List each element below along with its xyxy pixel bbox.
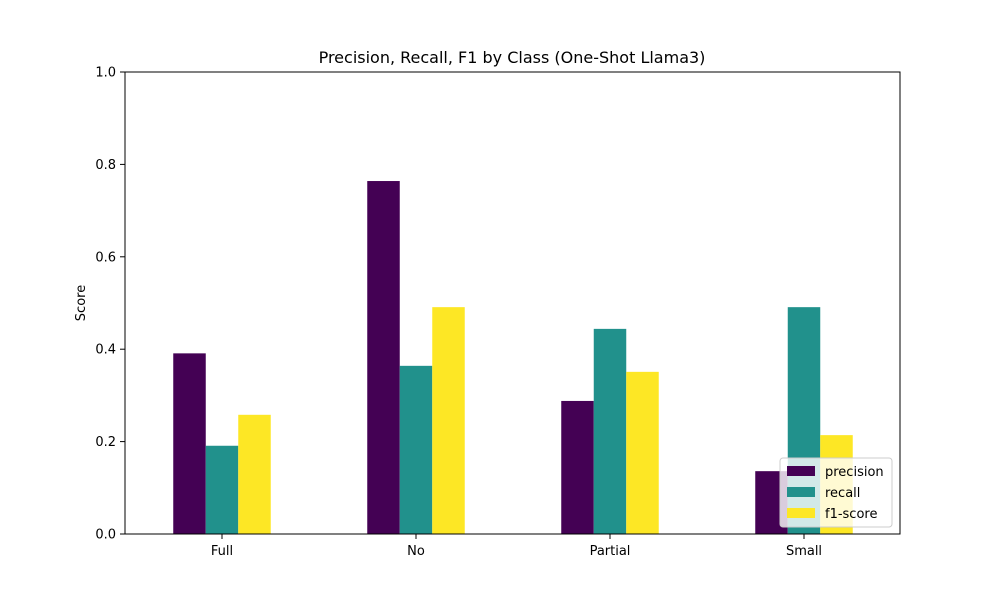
bar-recall-no [399, 365, 433, 534]
bars-layer [173, 181, 853, 535]
x-axis: Full No Partial Small [211, 534, 822, 559]
legend-label-f1-score: f1-score [825, 507, 877, 522]
y-tick-label: 0.8 [95, 158, 116, 173]
y-tick-label: 0.0 [95, 528, 116, 543]
legend: precision recall f1-score [779, 457, 893, 528]
bar-recall-full [205, 445, 239, 534]
y-tick-label: 0.2 [95, 435, 116, 450]
chart-title: Precision, Recall, F1 by Class (One-Shot… [319, 48, 706, 67]
bar-f1-score-full [238, 414, 271, 534]
bar-f1-score-no [432, 307, 465, 534]
y-tick-label: 0.6 [95, 250, 116, 265]
bar-f1-score-partial [626, 371, 659, 534]
y-tick-label: 0.4 [95, 343, 116, 358]
bar-precision-partial [561, 400, 594, 534]
x-tick-label-no: No [407, 544, 425, 559]
x-tick-label-full: Full [211, 544, 233, 559]
legend-swatch-precision [787, 466, 815, 476]
x-tick-label-small: Small [786, 544, 822, 559]
legend-label-recall: recall [825, 486, 860, 501]
legend-label-precision: precision [825, 465, 884, 480]
bar-precision-full [173, 353, 206, 534]
legend-swatch-f1-score [787, 508, 815, 518]
legend-swatch-recall [787, 487, 815, 497]
bar-recall-partial [593, 328, 627, 534]
x-tick-label-partial: Partial [590, 544, 631, 559]
y-axis-label: Score [74, 285, 89, 321]
y-tick-label: 1.0 [95, 66, 116, 81]
y-axis: 0.0 0.2 0.4 0.6 0.8 1.0 [95, 66, 125, 543]
plot-frame [124, 71, 901, 535]
bar-precision-no [367, 181, 400, 535]
